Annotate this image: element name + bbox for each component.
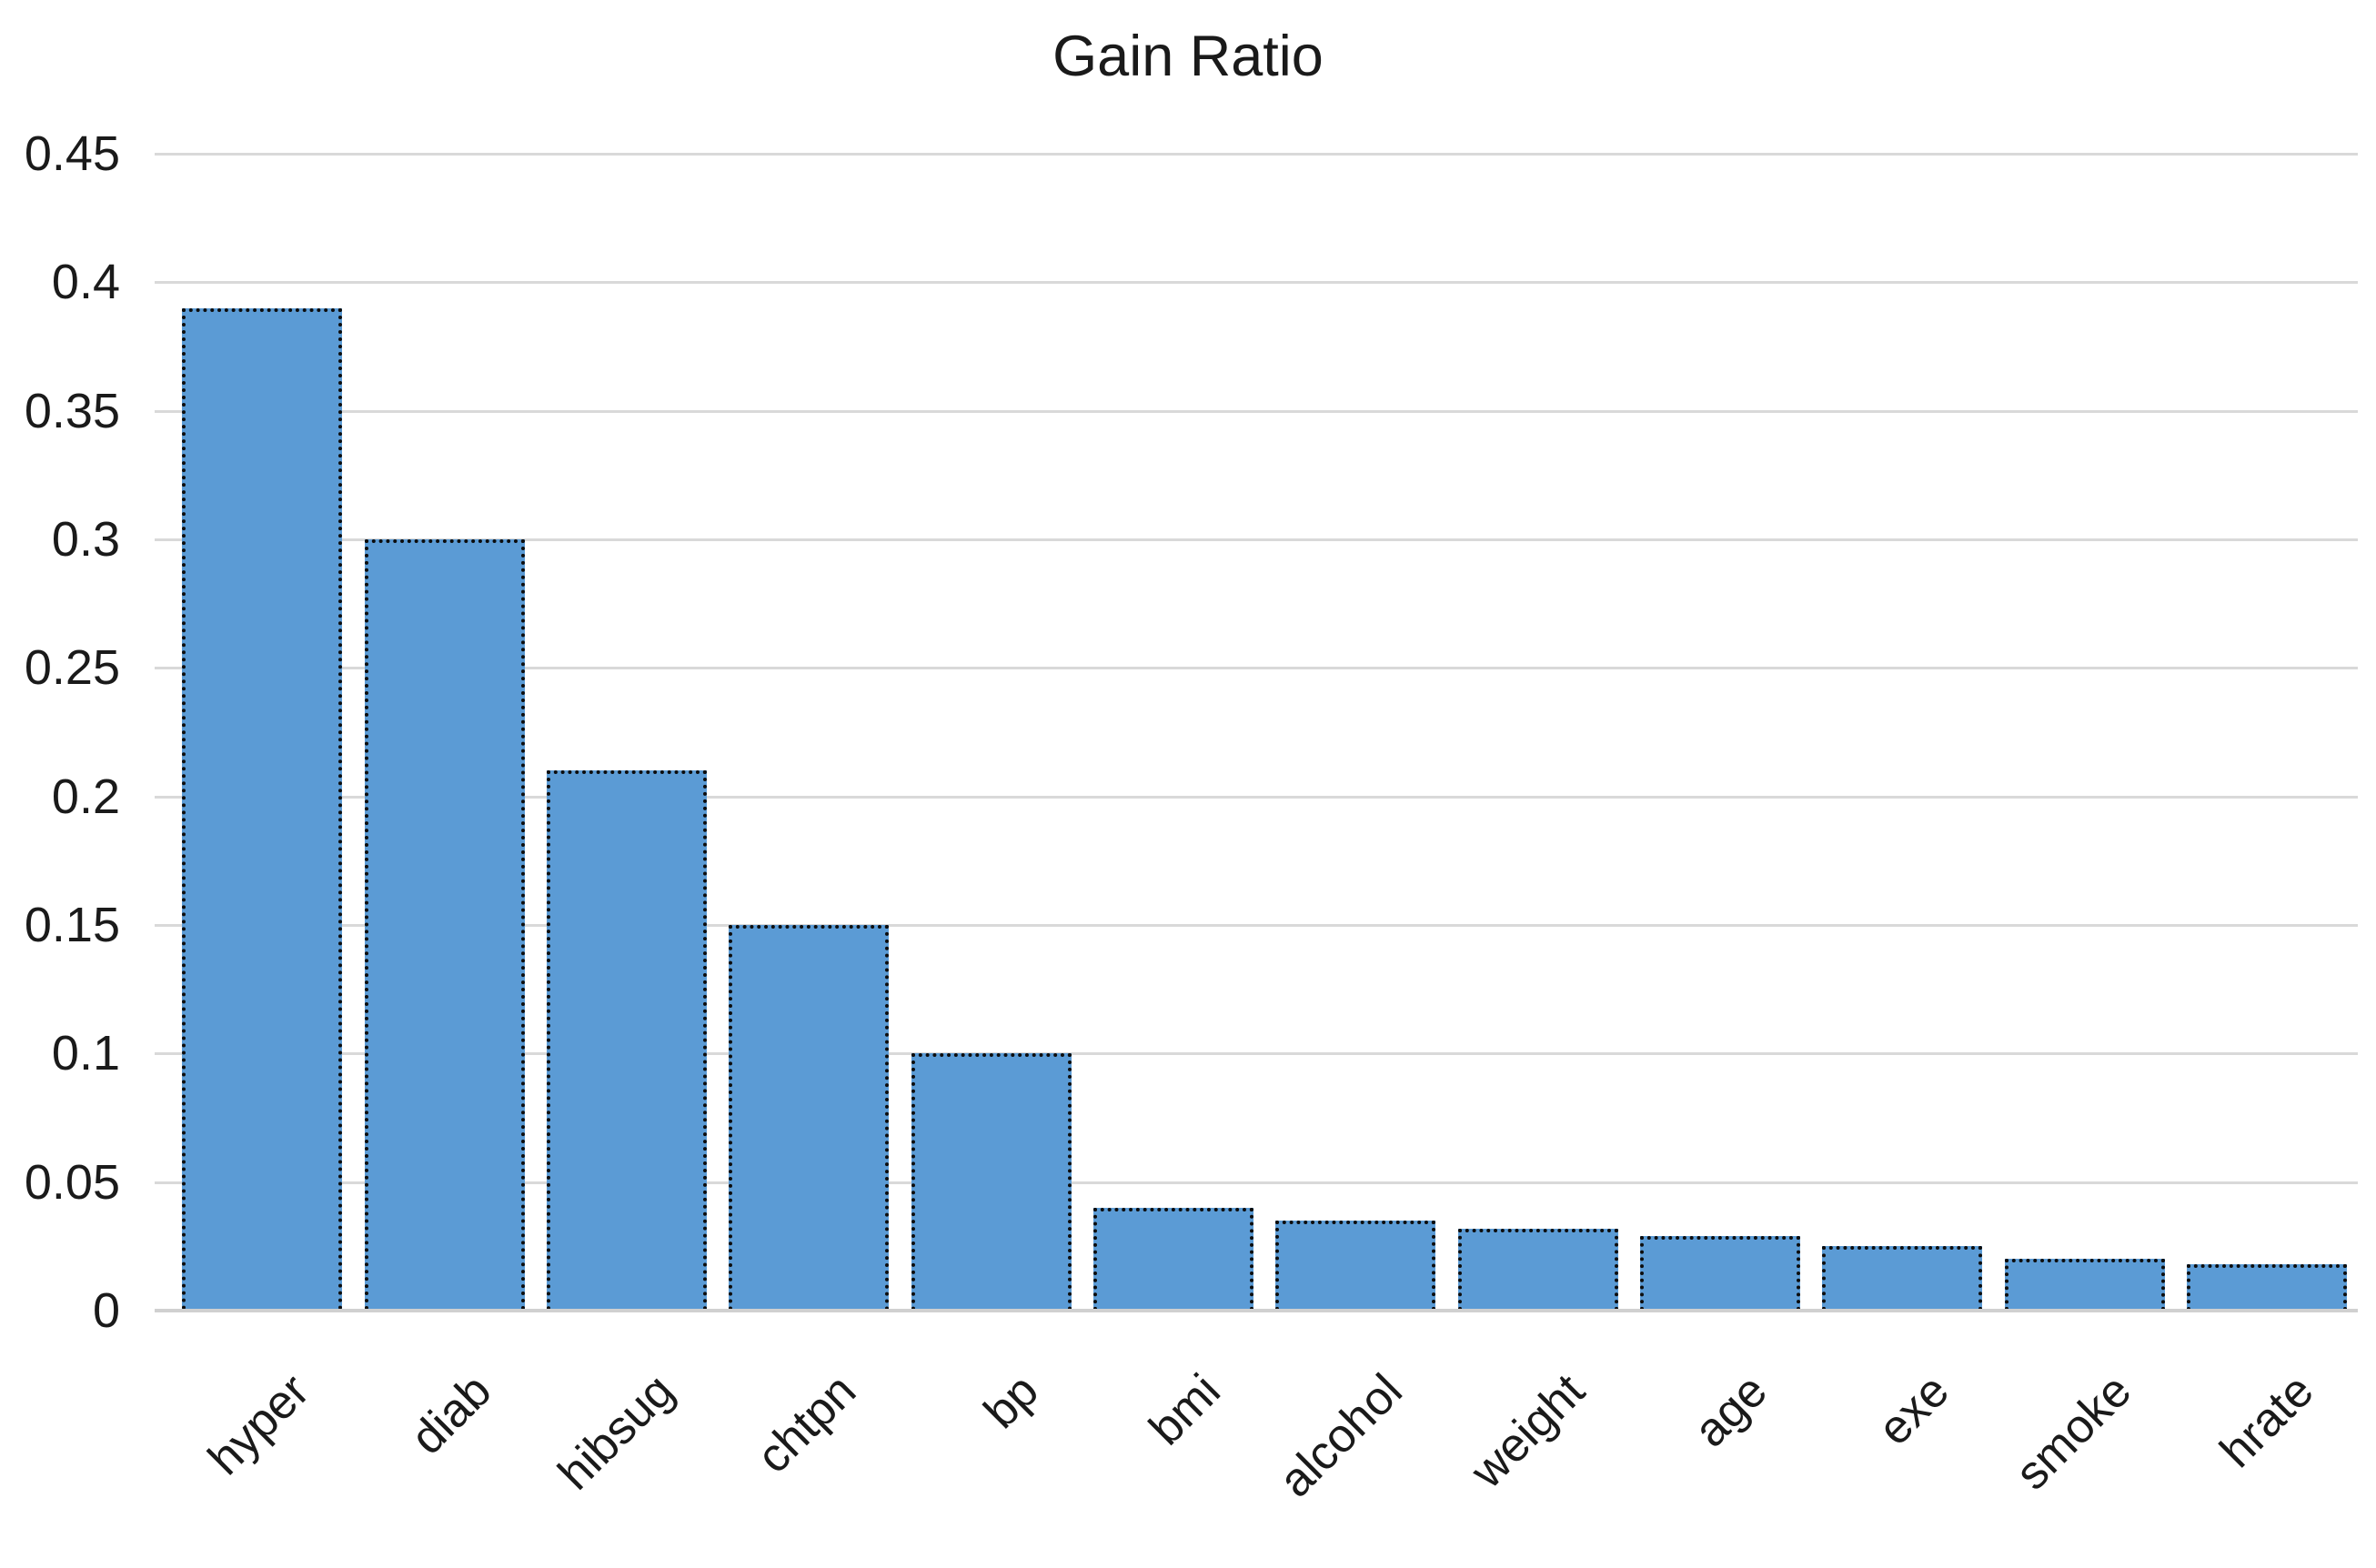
- gridline: [155, 1181, 2358, 1184]
- gridline: [155, 1052, 2358, 1056]
- y-tick-label: 0.1: [51, 1026, 120, 1081]
- bar-exe: [1822, 1246, 1983, 1311]
- gridline: [155, 667, 2358, 670]
- x-axis-line: [155, 1309, 2358, 1312]
- bar-chtpn: [729, 925, 890, 1311]
- y-tick-label: 0.35: [24, 383, 120, 438]
- y-tick-label: 0.4: [51, 255, 120, 310]
- gridline: [155, 153, 2358, 156]
- gridline: [155, 538, 2358, 541]
- bar-weight: [1457, 1228, 1618, 1311]
- y-tick-label: 0.25: [24, 640, 120, 696]
- y-tick-label: 0.3: [51, 512, 120, 567]
- bar-hibsug: [546, 770, 707, 1311]
- chart-title: Gain Ratio: [1052, 25, 1324, 88]
- gridline: [155, 924, 2358, 927]
- bar-bp: [911, 1053, 1072, 1311]
- gridline: [155, 795, 2358, 799]
- y-tick-label: 0.15: [24, 898, 120, 952]
- bar-hrate: [2186, 1264, 2347, 1311]
- bar-alcohol: [1275, 1221, 1436, 1311]
- gridline: [155, 281, 2358, 285]
- gridline: [155, 409, 2358, 413]
- bar-bmi: [1092, 1207, 1253, 1311]
- bar-diab: [364, 539, 525, 1311]
- bar-age: [1639, 1236, 1800, 1311]
- y-tick-label: 0.05: [24, 1154, 120, 1210]
- y-tick-label: 0: [92, 1283, 120, 1338]
- bar-hyper: [182, 307, 343, 1311]
- y-tick-label: 0.2: [51, 769, 120, 824]
- y-tick-label: 0.45: [24, 126, 120, 181]
- bar-smoke: [2004, 1259, 2165, 1311]
